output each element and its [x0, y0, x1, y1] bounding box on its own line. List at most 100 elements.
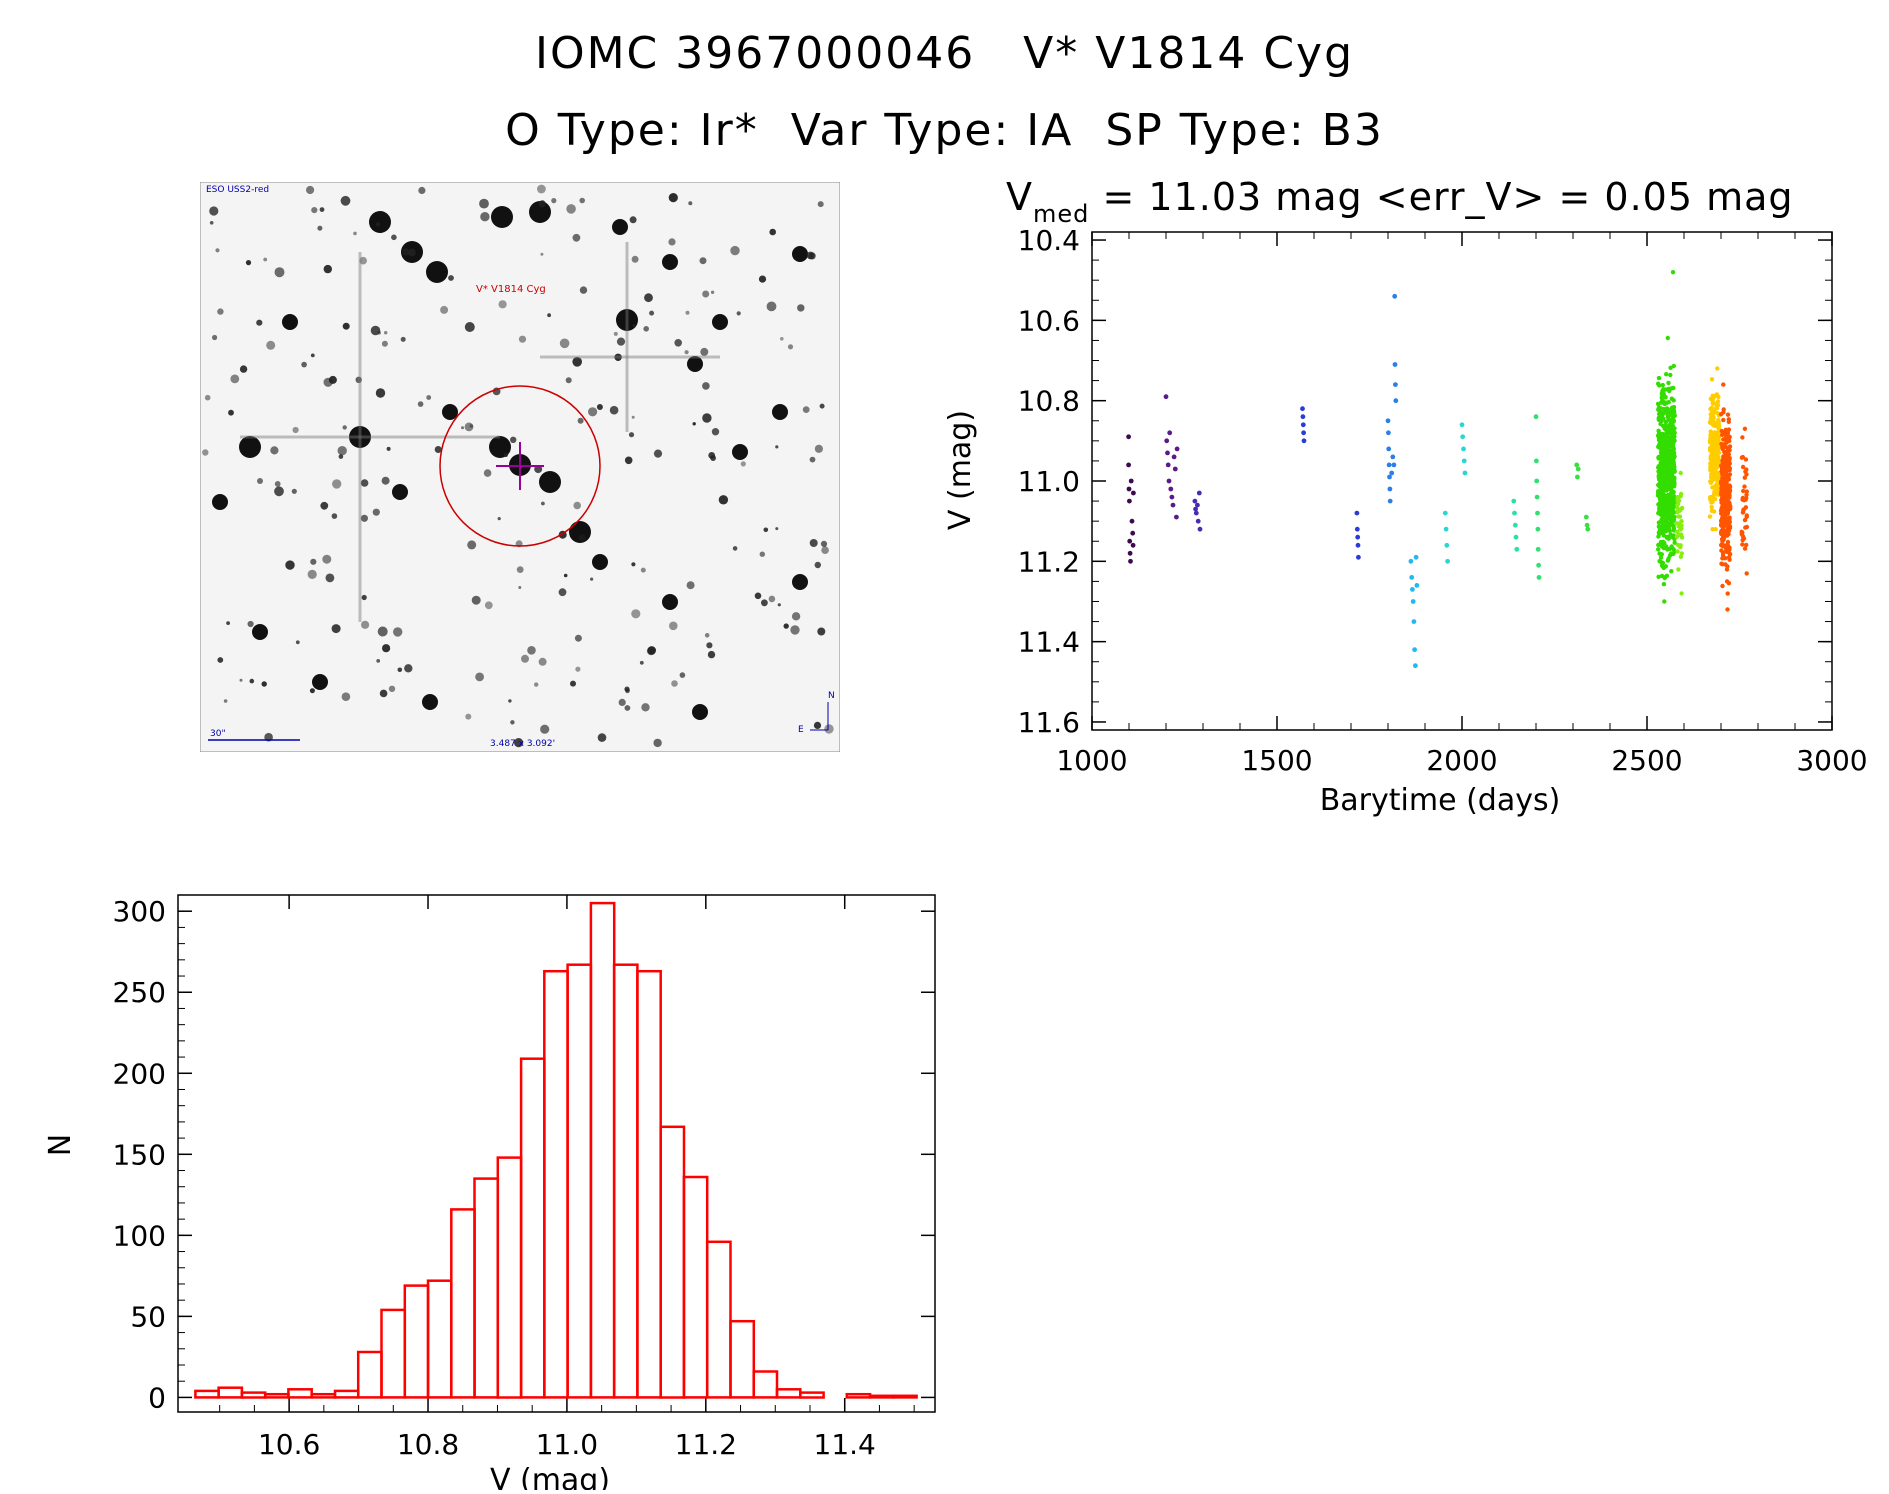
data-point [1725, 509, 1731, 514]
y-tick-label: 150 [113, 1138, 166, 1171]
x-tick-label: 2500 [1611, 744, 1682, 777]
histogram-bar [403, 1284, 430, 1399]
star [668, 238, 676, 246]
data-point [1657, 469, 1662, 474]
star [783, 623, 789, 629]
data-point [1412, 647, 1417, 653]
data-point [1740, 542, 1745, 547]
histogram-bar [473, 1177, 500, 1399]
data-point [1675, 495, 1680, 501]
data-point [1725, 505, 1730, 510]
data-point [1391, 462, 1397, 468]
x-tick-label: 1500 [1241, 744, 1312, 777]
data-point [1726, 475, 1731, 481]
star [391, 234, 397, 241]
star [440, 305, 449, 314]
data-point [1668, 465, 1673, 470]
data-point [1461, 458, 1467, 464]
star [353, 231, 357, 236]
data-point [1671, 478, 1676, 483]
x-tick-label: 11.0 [536, 1428, 598, 1461]
data-point [1744, 472, 1749, 477]
star [377, 626, 388, 637]
y-tick-label: 0 [148, 1381, 166, 1414]
data-point [1710, 527, 1715, 532]
data-point [1193, 510, 1199, 516]
data-point [1727, 456, 1732, 461]
star [566, 204, 576, 214]
star [467, 540, 477, 550]
star [534, 682, 539, 687]
star [418, 186, 426, 195]
y-tick-label: 100 [113, 1219, 166, 1252]
star [360, 514, 368, 522]
star [824, 724, 834, 734]
data-point [1669, 569, 1674, 574]
star [355, 376, 362, 383]
data-point [1664, 372, 1669, 377]
histogram-bar [845, 1392, 872, 1399]
data-point [1665, 557, 1671, 563]
star [616, 337, 626, 346]
y-tick-label: 300 [113, 895, 166, 928]
star [668, 193, 678, 203]
star [797, 304, 805, 312]
title-rest: = 11.03 mag <err_V> = 0.05 mag [1089, 175, 1793, 219]
star [806, 251, 815, 260]
data-point [1666, 380, 1671, 386]
data-point [1667, 494, 1673, 499]
data-point [1387, 498, 1393, 504]
data-point [1671, 489, 1676, 495]
data-point [1710, 476, 1716, 481]
data-point [1678, 527, 1683, 532]
star [274, 481, 281, 487]
data-point [1197, 526, 1203, 532]
star [448, 275, 454, 281]
data-point [1669, 497, 1675, 503]
star [736, 311, 741, 316]
data-point [1744, 571, 1749, 576]
data-point [1666, 448, 1671, 453]
data-point [1665, 442, 1671, 448]
star [538, 200, 546, 208]
star [702, 413, 712, 423]
y-tick-label: 11.2 [1018, 545, 1080, 578]
data-point [1740, 497, 1745, 502]
data-point [1165, 462, 1171, 468]
histogram-bar [752, 1370, 779, 1399]
star [274, 486, 284, 497]
histogram-bar [333, 1389, 360, 1399]
data-point [1659, 413, 1665, 419]
data-point [1174, 514, 1179, 520]
star [319, 207, 325, 212]
data-point [1386, 446, 1392, 452]
data-point [1536, 562, 1541, 568]
data-point [1725, 533, 1730, 538]
star [228, 409, 234, 416]
data-point [1659, 517, 1664, 522]
star [534, 465, 543, 474]
data-point [1301, 438, 1307, 444]
data-point [1575, 466, 1581, 472]
data-point [1708, 432, 1713, 438]
data-point [1669, 436, 1675, 441]
star [569, 521, 591, 543]
data-point [1386, 462, 1392, 468]
data-point [1130, 530, 1136, 536]
star [510, 436, 517, 443]
star [596, 404, 603, 410]
star [518, 335, 527, 343]
star [312, 674, 328, 690]
object-type: O Type: Ir* [505, 105, 759, 156]
data-point [1723, 490, 1728, 496]
data-point [1409, 575, 1415, 580]
data-point [1671, 363, 1676, 369]
data-point [1742, 484, 1747, 489]
data-point [1662, 469, 1667, 474]
star [376, 659, 381, 663]
data-point [1658, 419, 1664, 424]
star [674, 339, 682, 347]
histogram-chart: 10.6 10.8 11.0 11.2 11.4 0 50 100 150 200 250 300 V… [43, 894, 936, 1490]
star [338, 454, 344, 459]
star [226, 621, 230, 625]
